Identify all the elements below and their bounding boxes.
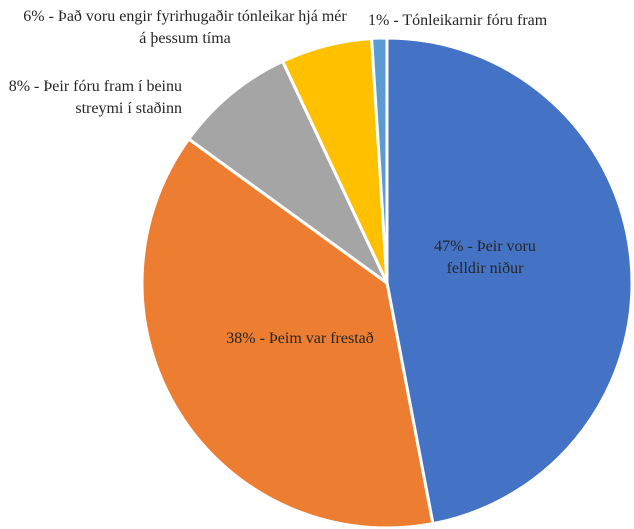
data-label: 6% - Það voru engir fyrirhugaðir tónleik… [23,8,347,47]
pie-slice [385,36,634,526]
pie-slice [140,136,435,529]
data-label: 38% - Þeim var frestað [226,330,374,347]
pie-slice [186,59,389,285]
data-label: 1% - Tónleikarnir fóru fram [368,12,548,29]
data-label: 47% - Þeir voru felldir niður [434,238,536,277]
pie-slice [370,36,389,284]
data-label: 8% - Þeir fóru fram í beinu streymi í st… [8,78,182,117]
